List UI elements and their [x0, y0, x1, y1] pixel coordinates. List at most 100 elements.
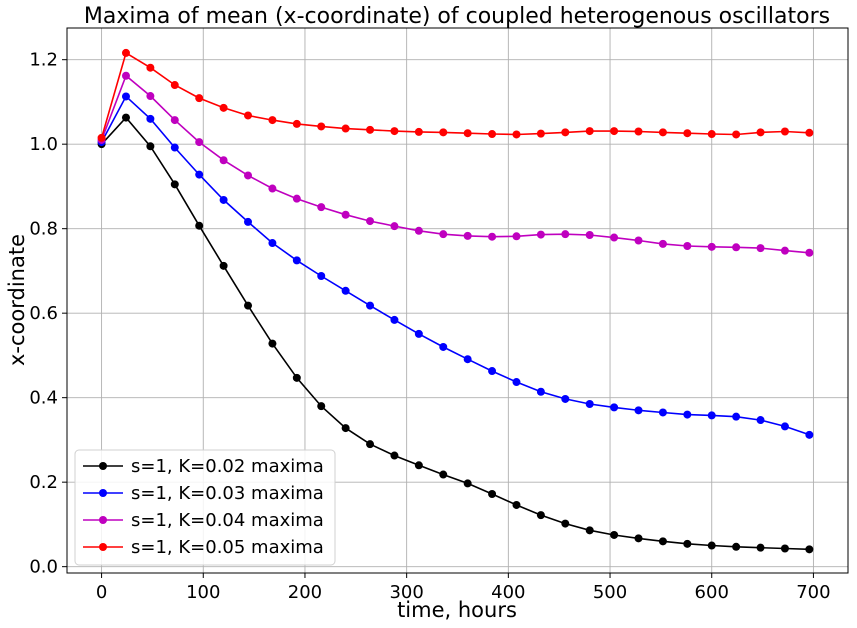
data-point [317, 271, 326, 280]
data-point [707, 130, 716, 139]
x-axis: 0 100 200 300 400 500 600 700 [96, 573, 831, 603]
y-tick-label: 0.0 [29, 557, 58, 578]
data-point [610, 127, 619, 136]
data-point [683, 242, 692, 250]
data-point [488, 367, 497, 376]
data-point [219, 195, 228, 204]
data-point [756, 543, 765, 552]
data-point [561, 128, 570, 137]
data-point [439, 128, 448, 137]
x-tick-label: 0 [96, 582, 107, 603]
data-point [244, 111, 253, 120]
data-point [512, 130, 521, 139]
data-point [732, 542, 741, 551]
data-point [366, 440, 375, 449]
data-point [512, 232, 521, 241]
x-tick-label: 300 [389, 582, 423, 603]
x-tick-label: 100 [186, 582, 220, 603]
data-point [634, 406, 643, 415]
data-point [195, 138, 204, 147]
data-point [610, 530, 619, 539]
data-point [805, 430, 814, 439]
data-point [268, 239, 277, 248]
data-point [536, 129, 545, 138]
legend-label: s=1, K=0.04 maxima [131, 510, 324, 531]
data-point [488, 489, 497, 498]
data-point [658, 128, 667, 137]
legend: s=1, K=0.02 maxima s=1, K=0.03 maxima s=1,… [74, 449, 336, 566]
legend-label: s=1, K=0.05 maxima [131, 537, 324, 558]
y-axis: 0.0 0.2 0.4 0.6 0.8 1.0 1.2 [29, 50, 67, 578]
legend-marker [99, 516, 107, 524]
data-point [195, 170, 204, 179]
data-point [292, 119, 301, 128]
data-point [463, 231, 472, 240]
data-point [683, 539, 692, 548]
data-point [610, 403, 619, 412]
series-4 [97, 48, 814, 142]
data-point [268, 184, 277, 193]
chart-title: Maxima of mean (x-coordinate) of coupled… [84, 4, 830, 29]
data-point [244, 217, 253, 226]
data-point [780, 422, 789, 431]
data-point [439, 230, 448, 239]
data-point [292, 194, 301, 203]
legend-marker [99, 543, 107, 551]
data-point [536, 230, 545, 239]
x-tick-label: 500 [593, 582, 627, 603]
data-point [170, 143, 179, 152]
data-point [561, 394, 570, 403]
data-point [219, 261, 228, 270]
data-point [268, 116, 277, 125]
data-point [366, 125, 375, 134]
data-point [414, 226, 423, 235]
data-point [170, 116, 179, 125]
data-point [390, 127, 399, 136]
data-point [707, 411, 716, 420]
y-axis-label: x-coordinate [5, 234, 29, 366]
x-tick-label: 600 [695, 582, 729, 603]
data-point [414, 461, 423, 470]
data-point [170, 81, 179, 90]
series-1 [97, 113, 814, 554]
series-2 [97, 92, 814, 439]
data-point [634, 127, 643, 136]
series-line [100, 95, 810, 436]
data-point [268, 339, 277, 348]
data-point [658, 537, 667, 546]
data-point [341, 210, 350, 219]
data-point [756, 416, 765, 425]
data-point [805, 545, 814, 554]
y-tick-label: 1.2 [29, 50, 58, 71]
data-point [658, 408, 667, 417]
legend-label: s=1, K=0.02 maxima [131, 456, 324, 477]
data-point [439, 470, 448, 479]
data-point [561, 230, 570, 239]
data-point [219, 156, 228, 165]
series-line [101, 116, 810, 551]
data-point [366, 301, 375, 310]
data-point [732, 412, 741, 421]
data-point [780, 246, 789, 255]
plot-area-frame [66, 27, 849, 574]
legend-marker [99, 462, 107, 470]
data-point [756, 244, 765, 253]
data-point [146, 114, 155, 123]
series-line [100, 51, 810, 139]
data-point [121, 92, 130, 101]
x-axis-label: time, hours [397, 598, 517, 622]
data-point [463, 355, 472, 364]
data-point [658, 239, 667, 248]
data-point [488, 232, 497, 241]
series-3 [97, 71, 814, 257]
data-point [585, 526, 594, 535]
data-point [219, 103, 228, 112]
data-point [414, 329, 423, 338]
data-point [488, 130, 497, 139]
data-point [610, 233, 619, 242]
data-point [390, 451, 399, 460]
data-point [463, 129, 472, 138]
data-point [585, 400, 594, 409]
data-point [805, 248, 814, 257]
